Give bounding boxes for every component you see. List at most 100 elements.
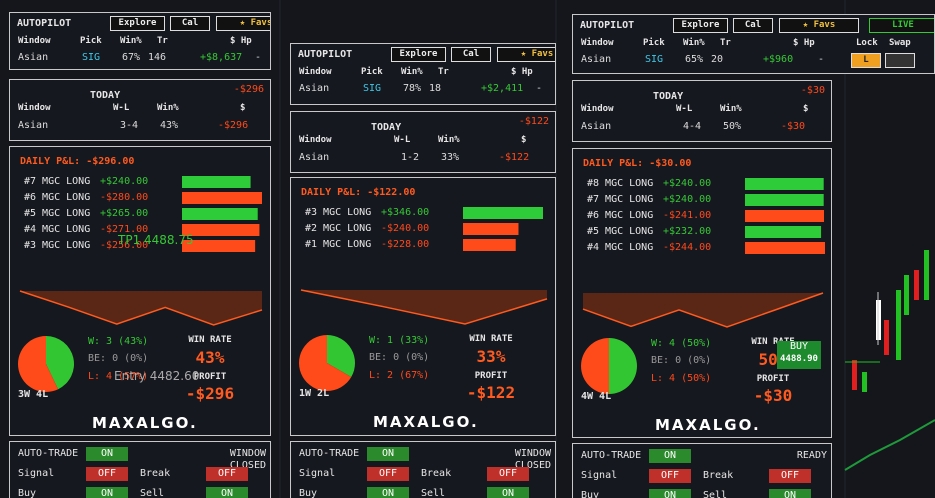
toggle[interactable]: OFF bbox=[487, 467, 529, 481]
trade-pnl: -$271.00 bbox=[100, 224, 149, 235]
win-rate-label: WIN RATE bbox=[188, 335, 232, 345]
autopilot-box: AUTOPILOT Explore Cal ★ Favs Window Pick Win% T… bbox=[9, 12, 271, 70]
cell: 33% bbox=[441, 152, 460, 163]
pnl-bar bbox=[463, 207, 543, 219]
cell: +$8,637 bbox=[200, 52, 243, 63]
be-stat: BE: 0 (0%) bbox=[88, 353, 149, 364]
wins-stat: W: 4 (50%) bbox=[651, 338, 712, 349]
today-total: -$296 bbox=[233, 84, 264, 95]
today-box: TODAY -$296 Window W-L Win% $ Asian 3-4 43% -$296 bbox=[9, 79, 271, 141]
cell: Asian bbox=[299, 152, 330, 163]
cell: 78% bbox=[403, 83, 422, 94]
column-header: $ bbox=[521, 135, 527, 145]
toggle[interactable]: OFF bbox=[206, 467, 248, 481]
losses-stat: L: 4 (50%) bbox=[651, 373, 712, 384]
toggle[interactable]: ON bbox=[86, 487, 128, 498]
today-total: -$122 bbox=[518, 116, 549, 127]
column-header: Win% bbox=[120, 36, 142, 46]
toggle[interactable]: ON bbox=[86, 447, 128, 461]
autopilot-title: AUTOPILOT bbox=[580, 20, 635, 31]
trade-label: #2 MGC LONG bbox=[305, 223, 372, 234]
tab-button[interactable]: Cal bbox=[451, 47, 491, 62]
be-stat: BE: 0 (0%) bbox=[651, 355, 712, 366]
cell: 43% bbox=[160, 120, 179, 131]
column-header: Window bbox=[299, 67, 332, 77]
pnl-bar bbox=[745, 178, 824, 190]
live-button[interactable]: LIVE bbox=[869, 18, 934, 33]
toggle[interactable]: ON bbox=[206, 487, 248, 498]
cell: SIG bbox=[82, 52, 101, 63]
buy-label: BUY bbox=[789, 341, 809, 352]
cell: 65% bbox=[685, 54, 704, 65]
pie-slice bbox=[299, 335, 352, 391]
pie-slice bbox=[581, 338, 609, 394]
lock-button[interactable]: L bbox=[851, 53, 881, 68]
pnl-bar bbox=[745, 226, 822, 238]
toggle[interactable]: OFF bbox=[649, 469, 691, 483]
control-label: Sell bbox=[421, 488, 446, 498]
daily-title: DAILY P&L: -$296.00 bbox=[20, 156, 135, 167]
column-header: Window bbox=[18, 103, 51, 113]
trade-label: #5 MGC LONG bbox=[587, 226, 654, 237]
trade-pnl: +$240.00 bbox=[100, 176, 149, 187]
trade-label: #7 MGC LONG bbox=[587, 194, 654, 205]
column-header: Pick bbox=[361, 67, 383, 77]
trade-pnl: +$346.00 bbox=[381, 207, 430, 218]
toggle[interactable]: ON bbox=[649, 449, 691, 463]
controls-box: AUTO-TRADE ON READY Signal OFF Break OFF Buy ON S… bbox=[572, 443, 832, 498]
trade-pnl: -$256.00 bbox=[100, 240, 149, 251]
pie-slice bbox=[327, 335, 355, 377]
control-label: Break bbox=[421, 468, 452, 479]
tab-button[interactable]: Explore bbox=[673, 18, 728, 33]
tab-button[interactable]: Cal bbox=[733, 18, 773, 33]
toggle[interactable]: OFF bbox=[86, 467, 128, 481]
control-label: AUTO-TRADE bbox=[299, 448, 360, 459]
control-label: Buy bbox=[299, 488, 318, 498]
swap-button[interactable] bbox=[885, 53, 915, 68]
autopilot-box: AUTOPILOT Explore Cal ★ Favs Window Pick Win% T… bbox=[290, 43, 556, 105]
toggle[interactable]: ON bbox=[649, 489, 691, 498]
control-label: Break bbox=[703, 470, 734, 481]
entry-label: Entry 4482.60 bbox=[114, 369, 200, 383]
equity-line bbox=[300, 289, 548, 325]
cell: +$960 bbox=[763, 54, 794, 65]
tab-button[interactable]: Explore bbox=[110, 16, 165, 31]
be-stat: BE: 0 (0%) bbox=[369, 352, 430, 363]
losses-stat: L: 2 (67%) bbox=[369, 370, 430, 381]
column-header: W-L bbox=[676, 104, 693, 114]
autopilot-box: AUTOPILOT Explore Cal ★ Favs Window Pick Win% T… bbox=[572, 14, 935, 74]
tab-button[interactable]: ★ Favs bbox=[497, 47, 555, 62]
trade-label: #1 MGC LONG bbox=[305, 239, 372, 250]
profit: -$30 bbox=[753, 386, 793, 405]
trade-label: #8 MGC LONG bbox=[587, 178, 654, 189]
toggle[interactable]: ON bbox=[367, 487, 409, 498]
cell: 50% bbox=[723, 121, 742, 132]
trade-pnl: -$244.00 bbox=[663, 242, 712, 253]
win-rate-label: WIN RATE bbox=[751, 337, 795, 347]
tab-button[interactable]: Explore bbox=[391, 47, 446, 62]
column-header: Window bbox=[18, 36, 51, 46]
column-header: Win% bbox=[683, 38, 705, 48]
tab-button[interactable]: ★ Favs bbox=[216, 16, 270, 31]
column-header: $ Hp bbox=[511, 67, 533, 77]
column-header: $ Hp bbox=[793, 38, 815, 48]
tab-button[interactable]: ★ Favs bbox=[779, 18, 859, 33]
toggle[interactable]: ON bbox=[487, 487, 529, 498]
cell: 67% bbox=[122, 52, 141, 63]
toggle[interactable]: ON bbox=[769, 489, 811, 498]
control-label: AUTO-TRADE bbox=[581, 450, 642, 461]
toggle[interactable]: ON bbox=[367, 447, 409, 461]
control-label: Signal bbox=[18, 468, 55, 479]
toggle[interactable]: OFF bbox=[367, 467, 409, 481]
toggle[interactable]: OFF bbox=[769, 469, 811, 483]
column-header: Swap bbox=[889, 38, 911, 48]
cell: -$30 bbox=[781, 121, 806, 132]
wins-stat: W: 3 (43%) bbox=[88, 336, 149, 347]
trade-label: #3 MGC LONG bbox=[305, 207, 372, 218]
today-box: TODAY -$122 Window W-L Win% $ Asian 1-2 33% -$122 bbox=[290, 111, 556, 173]
tab-button[interactable]: Cal bbox=[170, 16, 210, 31]
status: READY bbox=[796, 450, 827, 461]
trade-label: #5 MGC LONG bbox=[24, 208, 91, 219]
